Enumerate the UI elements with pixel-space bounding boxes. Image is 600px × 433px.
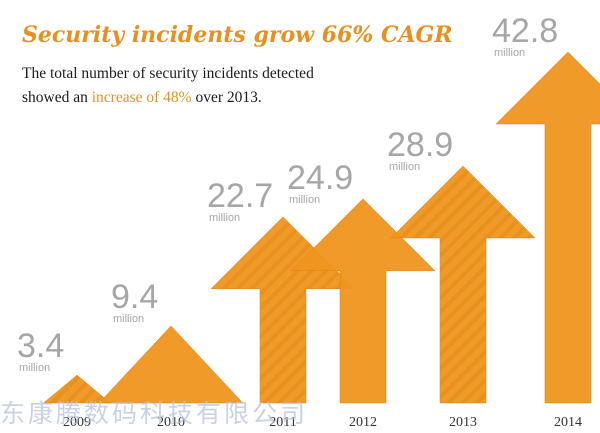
chart-title: Security incidents grow 66% CAGR [22, 22, 453, 48]
x-tick-2011: 2011 [269, 415, 296, 430]
unit-label-2010: million [113, 313, 144, 325]
x-tick-2009: 2009 [63, 415, 91, 430]
subtitle-highlight: increase of 48% [92, 89, 192, 106]
arrow-bars [42, 51, 600, 404]
unit-label-2009: million [19, 362, 50, 374]
subtitle-suffix: over 2013. [192, 89, 262, 106]
unit-label-2012: million [289, 194, 320, 206]
unit-label-2011: million [209, 212, 240, 224]
value-label-2014: 42.8 [492, 12, 558, 50]
unit-label-2014: million [494, 47, 525, 59]
subtitle-prefix: showed an [22, 89, 92, 106]
x-tick-2013: 2013 [449, 415, 477, 430]
arrow-bar-2010 [98, 325, 244, 404]
x-tick-2012: 2012 [349, 415, 377, 430]
value-label-2009: 3.4 [17, 327, 64, 365]
arrow-bar-2009 [42, 374, 112, 404]
value-label-2012: 24.9 [287, 159, 353, 197]
unit-label-2013: million [389, 161, 420, 173]
value-label-2011: 22.7 [207, 177, 273, 215]
arrow-bar-2012 [290, 198, 436, 404]
chart-subtitle-line-2: showed an increase of 48% over 2013. [22, 89, 262, 106]
arrow-bar-2014 [495, 51, 600, 404]
watermark-text: 东康腾数码科技有限公司 [0, 399, 308, 428]
value-label-2013: 28.9 [387, 126, 453, 164]
arrow-bar-2013 [390, 165, 536, 404]
x-tick-2014: 2014 [554, 415, 582, 430]
chart-subtitle-line-1: The total number of security incidents d… [22, 65, 314, 82]
x-axis-tick-labels: 2009 2010 2011 2012 2013 2014 [63, 415, 582, 430]
value-label-2010: 9.4 [111, 278, 158, 316]
x-tick-2010: 2010 [157, 415, 185, 430]
value-labels: 3.4million9.4million22.7million24.9milli… [17, 12, 558, 374]
